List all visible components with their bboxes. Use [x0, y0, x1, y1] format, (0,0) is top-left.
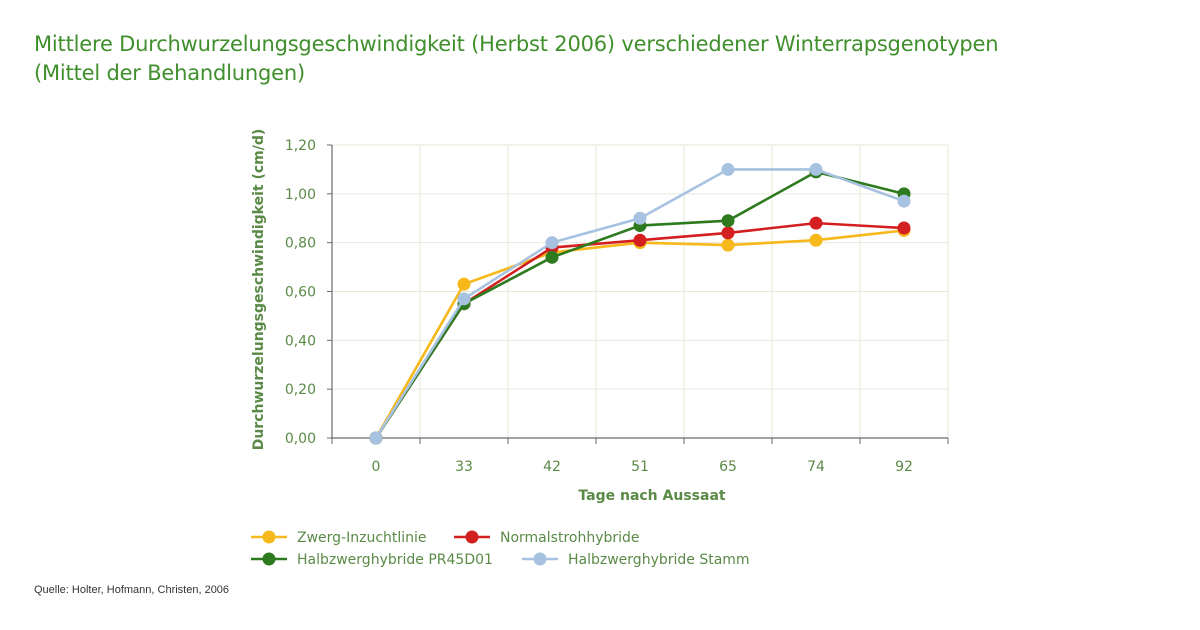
- y-axis-title: Durchwurzelungsgeschwindigkeit (cm/d): [251, 129, 267, 451]
- data-point: [721, 162, 735, 176]
- series: [369, 162, 911, 445]
- data-point: [633, 233, 647, 247]
- series-2: [369, 216, 911, 445]
- data-point: [809, 216, 823, 230]
- grid: [332, 144, 949, 438]
- legend-marker: [465, 530, 479, 544]
- x-tick-label: 92: [895, 459, 913, 475]
- data-point: [457, 277, 471, 291]
- series-1: [369, 223, 911, 445]
- data-point: [721, 214, 735, 228]
- data-point: [809, 162, 823, 176]
- x-tick-label: 42: [543, 459, 561, 475]
- y-tick-label: 0,60: [285, 285, 316, 301]
- legend-marker: [533, 552, 547, 566]
- data-point: [545, 250, 559, 264]
- y-tick-label: 1,00: [285, 187, 316, 203]
- legend-item-4: Halbzwerghybride Stamm: [522, 552, 750, 568]
- legend-item-3: Halbzwerghybride PR45D01: [251, 552, 493, 568]
- y-tick-label: 0,00: [285, 431, 316, 447]
- series-line: [374, 229, 905, 439]
- legend-label: Halbzwerghybride PR45D01: [297, 552, 493, 568]
- data-point: [633, 211, 647, 225]
- legend: Zwerg-Inzuchtlinie Normalstrohhybride Halb…: [251, 530, 750, 568]
- legend-marker: [262, 552, 276, 566]
- legend-label: Normalstrohhybride: [500, 530, 640, 546]
- legend-label: Zwerg-Inzuchtlinie: [297, 530, 427, 546]
- y-tick-label: 0,20: [285, 382, 316, 398]
- chart-title-line-1: Mittlere Durchwurzelungsgeschwindigkeit …: [34, 32, 999, 56]
- y-tick-label: 0,40: [285, 333, 316, 349]
- data-point: [897, 194, 911, 208]
- x-tick-label: 51: [631, 459, 649, 475]
- series-4: [369, 162, 911, 445]
- x-tick-label: 33: [455, 459, 473, 475]
- legend-label: Halbzwerghybride Stamm: [568, 552, 750, 568]
- data-point: [545, 236, 559, 250]
- data-point: [369, 431, 383, 445]
- y-tick-label: 0,80: [285, 236, 316, 252]
- legend-item-1: Zwerg-Inzuchtlinie: [251, 530, 427, 546]
- data-point: [809, 233, 823, 247]
- data-point: [897, 221, 911, 235]
- chart-title-line-2: (Mittel der Behandlungen): [34, 61, 305, 85]
- x-tick-label: 74: [807, 459, 825, 475]
- series-line: [374, 168, 905, 439]
- legend-marker: [262, 530, 276, 544]
- y-tick-label: 1,20: [285, 138, 316, 154]
- chart-title: Mittlere Durchwurzelungsgeschwindigkeit …: [34, 30, 1154, 88]
- data-point: [721, 238, 735, 252]
- x-tick-label: 65: [719, 459, 737, 475]
- x-axis-title: Tage nach Aussaat: [578, 488, 725, 504]
- data-point: [457, 292, 471, 306]
- source-note: Quelle: Holter, Hofmann, Christen, 2006: [34, 584, 230, 596]
- axes: 0,00 0,20 0,40 0,60 0,80 1,00 1,20 0 33 42 51 65 74 9…: [251, 129, 949, 504]
- legend-item-2: Normalstrohhybride: [454, 530, 640, 546]
- data-point: [721, 226, 735, 240]
- x-tick-label: 0: [372, 459, 381, 475]
- series-line: [374, 221, 905, 439]
